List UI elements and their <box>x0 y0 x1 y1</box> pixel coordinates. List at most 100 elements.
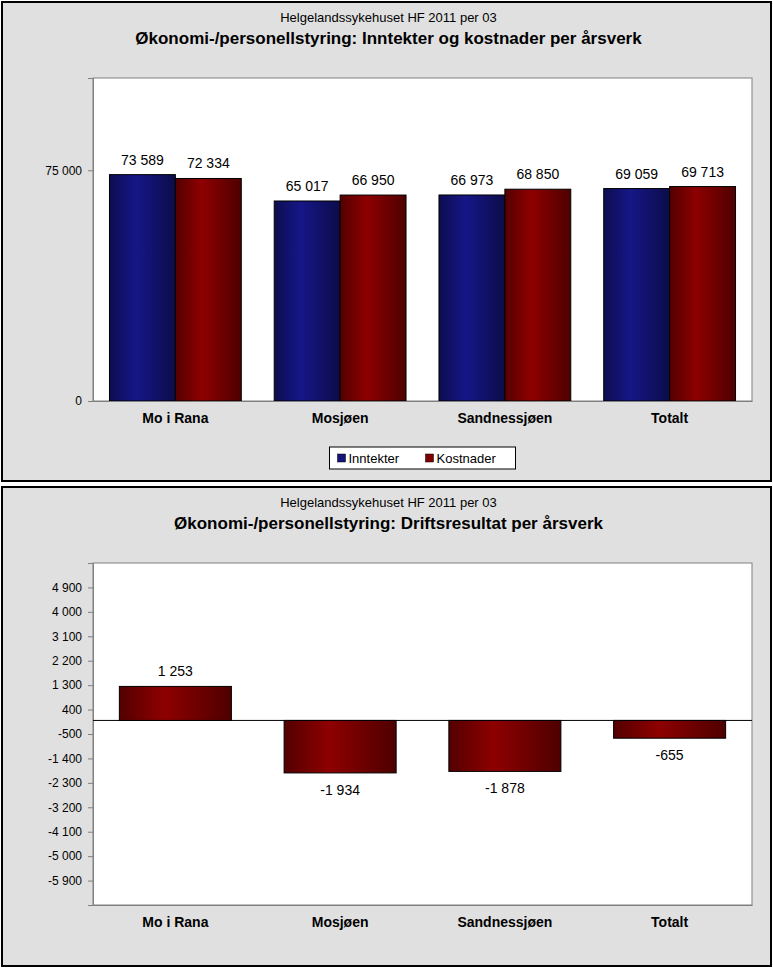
y-tick: -2 300 <box>48 776 93 790</box>
chart-panel: Helgelandssykehuset HF 2011 per 03 Økonom… <box>2 487 771 966</box>
y-tick-mark <box>88 170 93 171</box>
y-tick-label: 4 000 <box>52 605 82 619</box>
bar <box>439 195 505 401</box>
y-tick-mark <box>88 807 93 808</box>
y-axis: 4 9004 0003 1002 2001 300400-500-1 400-2… <box>48 564 94 906</box>
y-tick: 4 000 <box>52 605 93 619</box>
data-label: 69 059 <box>615 166 658 182</box>
x-tick-label: Mo i Rana <box>142 410 208 426</box>
y-tick-label: 75 000 <box>45 164 82 178</box>
plot-area <box>93 78 752 401</box>
y-tick: -4 100 <box>48 825 93 839</box>
y-tick: 0 <box>75 394 93 408</box>
y-tick-label: -4 100 <box>48 825 82 839</box>
x-tick: Mo i Rana <box>142 401 208 426</box>
y-axis-line <box>88 564 94 906</box>
plot: 4 9004 0003 1002 2001 300400-500-1 400-2… <box>48 563 753 930</box>
y-tick: -3 200 <box>48 801 93 815</box>
x-axis: Mo i Rana Mosjøen Sandnessjøen Totalt <box>94 401 753 426</box>
x-tick-label: Totalt <box>651 914 688 930</box>
y-tick-label: 400 <box>62 703 82 717</box>
data-label: 68 850 <box>516 166 559 182</box>
x-tick-label: Mosjøen <box>312 410 369 426</box>
y-tick-mark <box>88 856 93 857</box>
title: Økonomi-/personellstyring: Driftsresulta… <box>174 514 603 533</box>
legend-label: Kostnader <box>437 451 497 466</box>
bar <box>614 720 726 738</box>
bar <box>175 178 241 401</box>
chart-panel: Helgelandssykehuset HF 2011 per 03 Økonom… <box>2 2 771 481</box>
y-tick: 75 000 <box>45 164 93 178</box>
y-tick: 3 100 <box>52 630 93 644</box>
bar <box>505 189 571 401</box>
x-tick: Sandnessjøen <box>457 401 552 426</box>
subtitle: Helgelandssykehuset HF 2011 per 03 <box>280 10 497 25</box>
x-tick: Mosjøen <box>312 905 369 930</box>
y-tick-mark <box>88 881 93 882</box>
data-label: 66 973 <box>451 172 494 188</box>
legend-swatch <box>338 454 346 462</box>
plot-area <box>93 563 752 905</box>
page: Helgelandssykehuset HF 2011 per 03 Økonom… <box>0 0 773 968</box>
y-tick: -500 <box>58 727 93 741</box>
data-label: 73 589 <box>121 152 164 168</box>
legend-box <box>330 447 516 469</box>
bars <box>93 686 752 773</box>
bar <box>670 187 736 401</box>
y-tick-label: 0 <box>75 394 82 408</box>
y-tick-label: -3 200 <box>48 801 82 815</box>
bar <box>119 686 231 720</box>
data-labels: 1 253-1 934-1 878-655 <box>158 663 684 798</box>
bar <box>449 720 561 771</box>
panel-background <box>2 2 771 481</box>
y-tick: 400 <box>62 703 93 717</box>
data-label: -655 <box>656 747 684 763</box>
x-tick-label: Mosjøen <box>312 914 369 930</box>
x-tick-label: Sandnessjøen <box>457 410 552 426</box>
bar <box>604 189 670 401</box>
y-tick-mark <box>88 401 93 402</box>
y-tick-mark <box>88 685 93 686</box>
legend-swatch <box>426 454 434 462</box>
panel-background <box>2 487 771 966</box>
y-tick-mark <box>88 734 93 735</box>
data-labels: 73 58965 01766 97369 05972 33466 95068 8… <box>121 152 724 194</box>
y-tick-mark <box>88 612 93 613</box>
bar <box>284 720 396 772</box>
x-tick: Totalt <box>651 905 688 930</box>
y-tick-mark <box>88 832 93 833</box>
y-tick-mark <box>88 710 93 711</box>
y-tick-mark <box>88 758 93 759</box>
y-tick: -5 000 <box>48 849 93 863</box>
x-axis-line <box>94 401 753 402</box>
title: Økonomi-/personellstyring: Inntekter og … <box>135 29 642 48</box>
y-tick: -5 900 <box>48 874 93 888</box>
data-label: -1 934 <box>320 782 360 798</box>
x-tick: Mosjøen <box>312 401 369 426</box>
bar <box>340 195 406 401</box>
plot: 0 75 000 Mo i Rana Mosjøen Sandnessjøen Total… <box>45 78 752 426</box>
x-tick: Totalt <box>651 401 688 426</box>
x-tick: Sandnessjøen <box>457 905 552 930</box>
x-tick-label: Mo i Rana <box>142 914 208 930</box>
y-tick-mark <box>88 783 93 784</box>
y-tick-label: 4 900 <box>52 581 82 595</box>
y-tick: 2 200 <box>52 654 93 668</box>
data-label: 65 017 <box>286 178 329 194</box>
data-label: 72 334 <box>187 155 230 171</box>
y-tick: 1 300 <box>52 678 93 692</box>
x-tick: Mo i Rana <box>142 905 208 930</box>
x-tick-label: Totalt <box>651 410 688 426</box>
y-tick-mark <box>88 587 93 588</box>
y-tick: 4 900 <box>52 581 93 595</box>
x-tick-label: Sandnessjøen <box>457 914 552 930</box>
y-axis: 0 75 000 <box>45 79 93 409</box>
y-tick-label: -5 900 <box>48 874 82 888</box>
y-tick-label: -500 <box>58 727 82 741</box>
data-label: 69 713 <box>681 164 724 180</box>
bar <box>274 201 340 401</box>
data-label: 1 253 <box>158 663 193 679</box>
x-axis: Mo i Rana Mosjøen Sandnessjøen Totalt <box>94 905 753 930</box>
subtitle: Helgelandssykehuset HF 2011 per 03 <box>280 495 497 510</box>
bars <box>109 175 735 401</box>
